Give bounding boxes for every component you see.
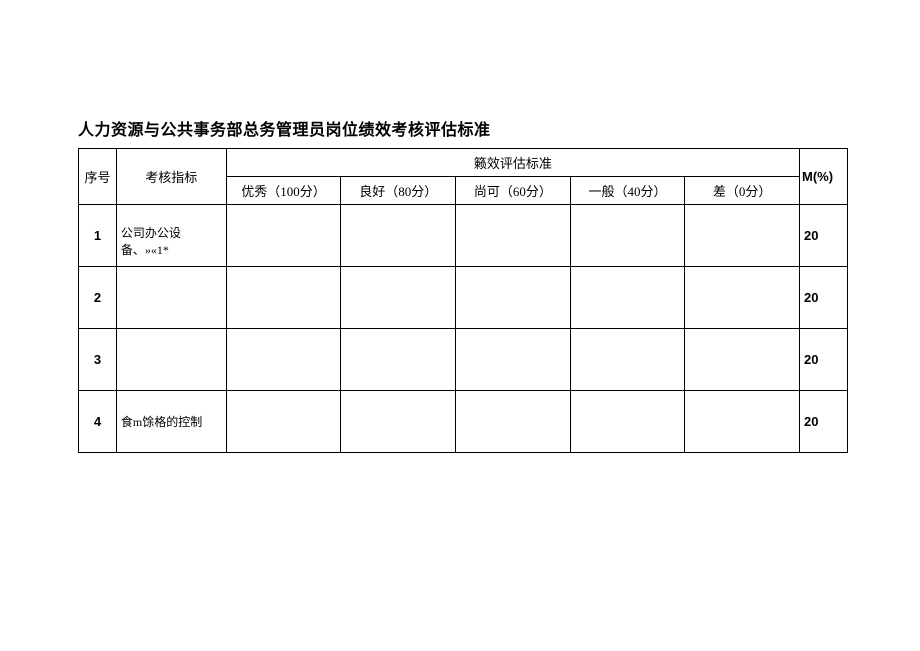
header-acceptable: 尚可（60分）: [456, 177, 571, 205]
cell-seq: 1: [79, 205, 117, 267]
header-row-1: 序号 考核指标 籁效评估标准 M(%): [79, 149, 848, 177]
header-average: 一般（40分）: [570, 177, 685, 205]
cell-average: [570, 329, 685, 391]
cell-excellent: [226, 329, 341, 391]
cell-acceptable: [456, 267, 571, 329]
cell-poor: [685, 391, 800, 453]
cell-weight: 20: [800, 267, 848, 329]
cell-indicator: [116, 329, 226, 391]
table-row: 4 食m馀格的控制 20: [79, 391, 848, 453]
cell-poor: [685, 329, 800, 391]
cell-poor: [685, 267, 800, 329]
header-good: 良好（80分）: [341, 177, 456, 205]
cell-excellent: [226, 267, 341, 329]
cell-average: [570, 391, 685, 453]
header-standard-group: 籁效评估标准: [226, 149, 799, 177]
table-row: 1 公司办公设备、»«1* 20: [79, 205, 848, 267]
cell-indicator: [116, 267, 226, 329]
cell-good: [341, 329, 456, 391]
table-row: 2 20: [79, 267, 848, 329]
header-indicator: 考核指标: [116, 149, 226, 205]
cell-acceptable: [456, 391, 571, 453]
cell-seq: 2: [79, 267, 117, 329]
cell-indicator: 公司办公设备、»«1*: [116, 205, 226, 267]
cell-poor: [685, 205, 800, 267]
cell-acceptable: [456, 329, 571, 391]
cell-indicator: 食m馀格的控制: [116, 391, 226, 453]
cell-average: [570, 205, 685, 267]
header-excellent: 优秀（100分）: [226, 177, 341, 205]
document-title: 人力资源与公共事务部总务管理员岗位绩效考核评估标准: [78, 116, 920, 140]
cell-weight: 20: [800, 391, 848, 453]
header-poor: 差（0分）: [685, 177, 800, 205]
cell-good: [341, 205, 456, 267]
cell-seq: 3: [79, 329, 117, 391]
cell-acceptable: [456, 205, 571, 267]
cell-excellent: [226, 391, 341, 453]
cell-good: [341, 391, 456, 453]
evaluation-table: 序号 考核指标 籁效评估标准 M(%) 优秀（100分） 良好（80分） 尚可（…: [78, 148, 848, 453]
cell-seq: 4: [79, 391, 117, 453]
cell-weight: 20: [800, 329, 848, 391]
cell-average: [570, 267, 685, 329]
cell-weight: 20: [800, 205, 848, 267]
cell-excellent: [226, 205, 341, 267]
document-container: 人力资源与公共事务部总务管理员岗位绩效考核评估标准 序号 考核指标 籁效评估标准…: [0, 0, 920, 453]
header-seq: 序号: [79, 149, 117, 205]
header-weight: M(%): [800, 149, 848, 205]
cell-good: [341, 267, 456, 329]
table-row: 3 20: [79, 329, 848, 391]
